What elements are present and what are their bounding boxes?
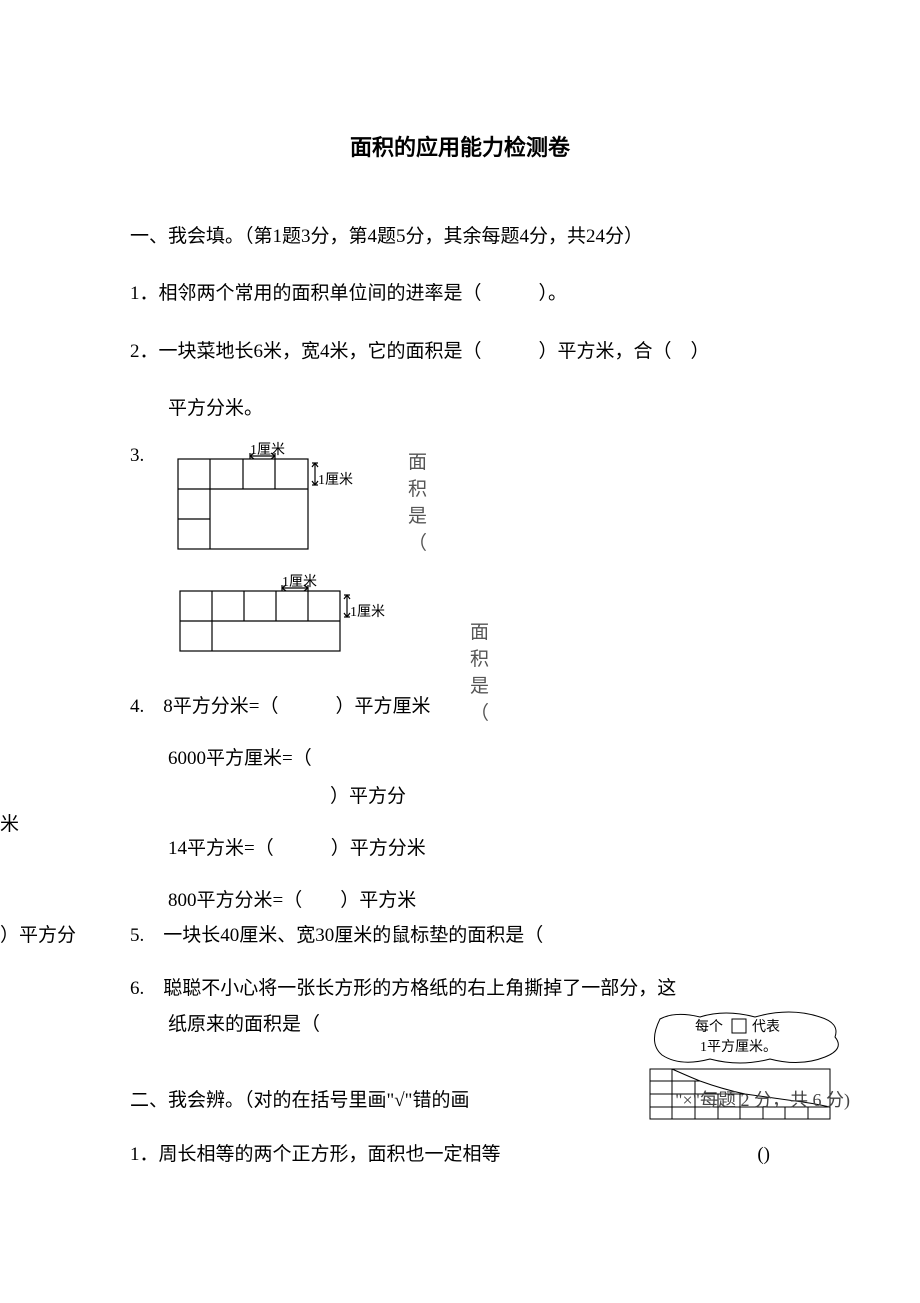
q2-line2: 平方分米。 (130, 392, 790, 426)
q2-line1: 2．一块菜地长6米，宽4米，它的面积是（ ）平方米，合（ ） (130, 334, 790, 370)
q3a-cm-top-label: 1厘米 (250, 439, 285, 459)
q6-line1: 6. 聪聪不小心将一张长方形的方格纸的右上角撕掉了一部分，这 (130, 971, 790, 1007)
q3b-grid-svg (170, 577, 400, 672)
q3b-cm-right-label: 1厘米 (350, 601, 385, 621)
q3-row1: 3. 1厘米 1厘米 面积是（ (130, 445, 790, 565)
section2-q1-text: 1．周长相等的两个正方形，面积也一定相等 (130, 1137, 501, 1173)
q6-bubble-line1: 每个 (695, 1019, 723, 1035)
q4-block: 4. 8平方分米=（ ）平方厘米 6000平方厘米=（ ）平方分 米 14平方米… (130, 690, 790, 919)
section1-heading: 一、我会填。（第1题3分，第4题5分，其余每题4分，共24分） (130, 220, 790, 254)
q3a-cm-right-label: 1厘米 (318, 469, 353, 489)
q5-main: 5. 一块长40厘米、宽30厘米的鼠标垫的面积是（ (130, 925, 543, 946)
q4-line3: ）平方分 米 (130, 780, 790, 814)
q3a-grid-svg (168, 445, 368, 565)
q3-number: 3. (130, 445, 160, 467)
q4-line2: 6000平方厘米=（ (130, 742, 790, 776)
q5-row: ）平方分 5. 一块长40厘米、宽30厘米的鼠标垫的面积是（ (130, 919, 790, 953)
q3a-area-label: 面积是（ (408, 447, 427, 555)
section2-q1-paren: () (757, 1137, 770, 1173)
page-title: 面积的应用能力检测卷 (130, 130, 790, 162)
q3-diagram-a: 1厘米 1厘米 面积是（ (168, 445, 368, 565)
q4-line5: 800平方分米=（ ）平方米 (130, 884, 790, 918)
q5-left-fragment: ）平方分 (0, 919, 76, 953)
q6-block: 6. 聪聪不小心将一张长方形的方格纸的右上角撕掉了一部分，这 纸原来的面积是（ … (130, 971, 790, 1043)
q4-line3-right: ）平方分 (130, 786, 406, 807)
q4-line1: 4. 8平方分米=（ ）平方厘米 (130, 690, 790, 724)
section2-right-note: "×"每题 2 分，共 6 分) (675, 1083, 850, 1117)
q4-line4: 14平方米=（ ）平方分米 (130, 832, 790, 866)
svg-text:代表: 代表 (752, 1019, 780, 1035)
section2: 二、我会辨。（对的在括号里画"√"错的画 "×"每题 2 分，共 6 分) 1．… (130, 1083, 790, 1173)
q4-line3-left: 米 (0, 808, 19, 842)
q3b-area-label: 面积是（ (470, 617, 489, 725)
section2-heading: 二、我会辨。（对的在括号里画"√"错的画 (130, 1090, 469, 1111)
q3-diagram-b: 1厘米 1厘米 面积是（ (170, 577, 400, 672)
section2-q1: 1．周长相等的两个正方形，面积也一定相等 () (130, 1137, 790, 1173)
q6-bubble-line2: 1平方厘米。 (700, 1039, 777, 1055)
q1: 1．相邻两个常用的面积单位间的进率是（ ）。 (130, 276, 790, 312)
q3b-cm-top-label: 1厘米 (282, 571, 317, 591)
